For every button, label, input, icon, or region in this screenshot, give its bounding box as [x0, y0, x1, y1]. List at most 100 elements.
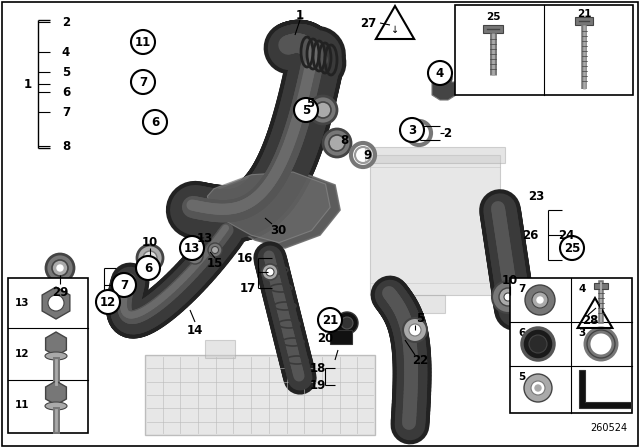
Text: 5: 5 — [518, 372, 525, 382]
Polygon shape — [208, 172, 340, 248]
Text: 7: 7 — [518, 284, 525, 294]
Circle shape — [191, 252, 199, 260]
Circle shape — [403, 318, 427, 342]
Bar — [510, 278, 632, 413]
Circle shape — [428, 61, 452, 85]
Bar — [330, 330, 352, 344]
Bar — [205, 340, 235, 358]
Circle shape — [522, 328, 554, 360]
Circle shape — [504, 293, 512, 301]
Circle shape — [436, 70, 452, 86]
Text: 26: 26 — [522, 228, 538, 241]
Circle shape — [48, 295, 64, 311]
Circle shape — [52, 260, 68, 276]
Text: 5: 5 — [416, 311, 424, 324]
Text: 7: 7 — [120, 279, 128, 292]
Text: 25: 25 — [564, 241, 580, 254]
Circle shape — [131, 30, 155, 54]
Circle shape — [492, 281, 524, 313]
Text: 23: 23 — [528, 190, 544, 202]
Circle shape — [525, 285, 555, 315]
Text: 3: 3 — [408, 124, 416, 137]
Text: 27: 27 — [360, 17, 376, 30]
Bar — [365, 147, 505, 163]
Text: 10: 10 — [502, 273, 518, 287]
Text: 6: 6 — [62, 86, 70, 99]
Text: 21: 21 — [322, 314, 338, 327]
Text: 25: 25 — [486, 12, 500, 22]
Bar — [415, 295, 445, 313]
Text: 24: 24 — [558, 228, 574, 241]
Text: 10: 10 — [142, 236, 158, 249]
Circle shape — [131, 70, 155, 94]
Text: 12: 12 — [100, 296, 116, 309]
Text: 15: 15 — [207, 257, 223, 270]
Text: 5: 5 — [62, 65, 70, 78]
Circle shape — [294, 98, 318, 122]
Circle shape — [262, 264, 278, 280]
Circle shape — [524, 374, 552, 402]
Ellipse shape — [45, 402, 67, 410]
Circle shape — [187, 248, 203, 264]
Text: 4: 4 — [579, 284, 586, 294]
Text: 3: 3 — [579, 328, 586, 338]
Circle shape — [208, 243, 222, 257]
Circle shape — [211, 246, 218, 254]
Circle shape — [315, 102, 331, 118]
Text: 11: 11 — [135, 35, 151, 48]
Text: 29: 29 — [52, 285, 68, 298]
Circle shape — [46, 254, 74, 282]
Text: 19: 19 — [310, 379, 326, 392]
Text: 7: 7 — [139, 76, 147, 89]
Circle shape — [535, 385, 541, 391]
Bar — [483, 25, 503, 33]
Polygon shape — [207, 172, 330, 243]
Text: 6: 6 — [518, 328, 525, 338]
Circle shape — [409, 324, 421, 336]
Text: ↓: ↓ — [591, 315, 599, 325]
Circle shape — [309, 96, 337, 124]
Text: 9: 9 — [364, 148, 372, 161]
Circle shape — [529, 335, 547, 353]
Text: 22: 22 — [412, 353, 428, 366]
Circle shape — [499, 288, 517, 306]
Text: 30: 30 — [270, 224, 286, 237]
Text: 16: 16 — [237, 251, 253, 264]
Circle shape — [341, 317, 353, 329]
Bar — [370, 155, 500, 295]
Circle shape — [266, 268, 274, 276]
Bar — [8, 278, 88, 433]
Text: 18: 18 — [310, 362, 326, 375]
Bar — [145, 355, 375, 435]
Circle shape — [323, 129, 351, 157]
Text: 28: 28 — [582, 314, 598, 327]
Circle shape — [136, 256, 160, 280]
Circle shape — [137, 245, 163, 271]
Text: 2: 2 — [62, 16, 70, 29]
Text: 1: 1 — [296, 9, 304, 22]
Circle shape — [96, 290, 120, 314]
Text: 4: 4 — [62, 46, 70, 59]
Polygon shape — [579, 370, 631, 408]
Text: 8: 8 — [62, 139, 70, 152]
Circle shape — [400, 118, 424, 142]
Text: 21: 21 — [577, 9, 591, 19]
Circle shape — [112, 273, 136, 297]
Text: 11: 11 — [15, 400, 29, 410]
Text: 260524: 260524 — [590, 423, 627, 433]
Text: 2: 2 — [443, 126, 451, 139]
Text: 13: 13 — [197, 232, 213, 245]
Text: 6: 6 — [151, 116, 159, 129]
Circle shape — [143, 110, 167, 134]
Text: 13: 13 — [184, 241, 200, 254]
Bar — [594, 283, 608, 289]
Circle shape — [560, 236, 584, 260]
Circle shape — [180, 236, 204, 260]
Circle shape — [143, 251, 157, 265]
Bar — [575, 17, 593, 25]
Circle shape — [531, 381, 545, 395]
Text: 7: 7 — [62, 105, 70, 119]
Text: 1: 1 — [24, 78, 32, 90]
Circle shape — [537, 297, 543, 303]
Text: 4: 4 — [436, 66, 444, 79]
